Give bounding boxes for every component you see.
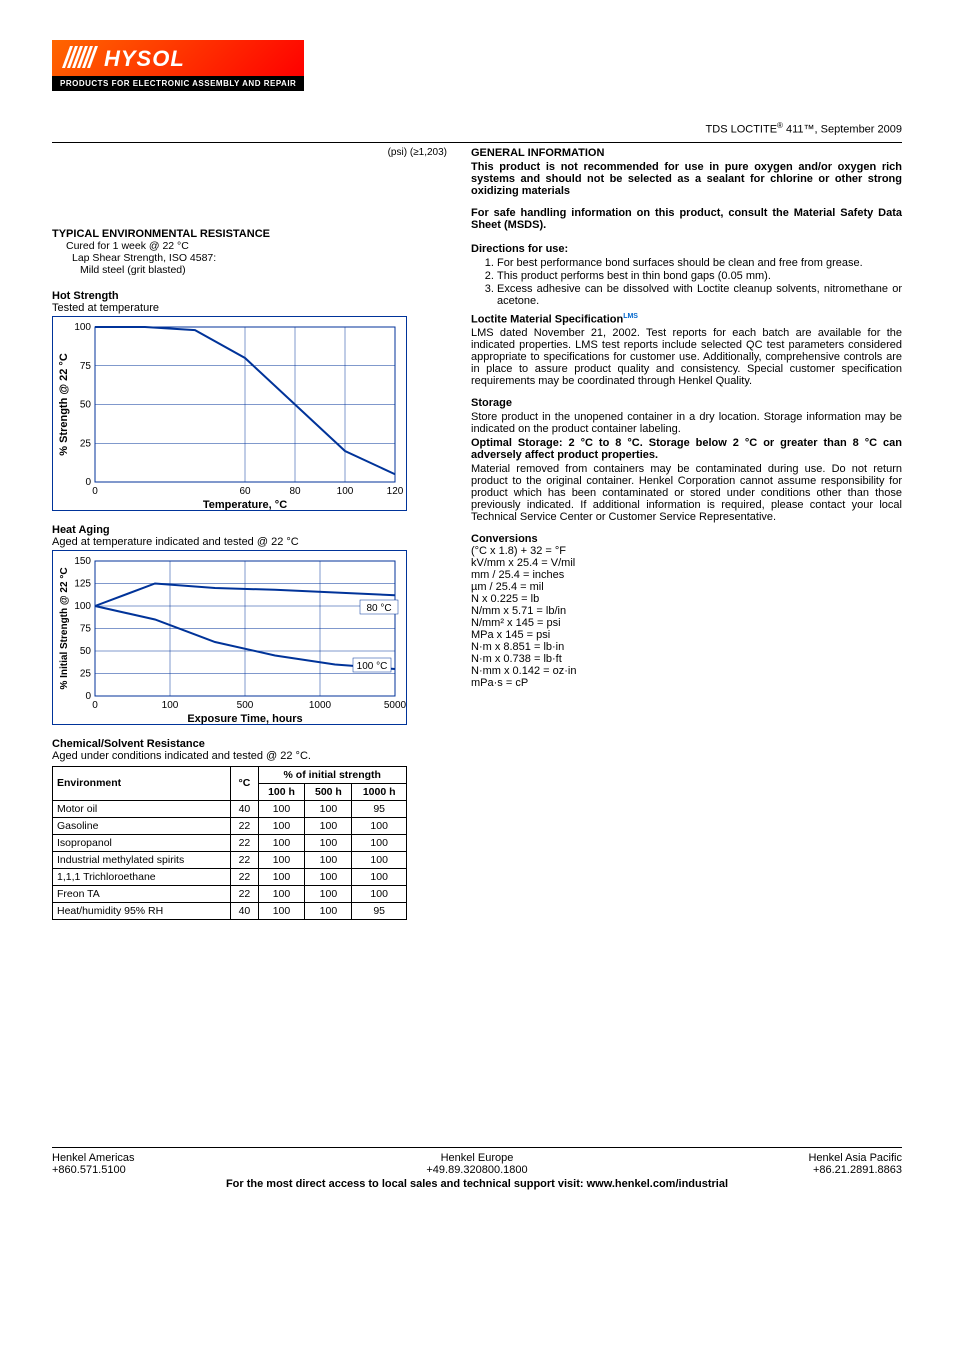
svg-text:50: 50 bbox=[80, 399, 92, 410]
svg-text:125: 125 bbox=[74, 578, 91, 589]
direction-item: This product performs best in thin bond … bbox=[497, 270, 902, 282]
svg-text:75: 75 bbox=[80, 623, 92, 634]
svg-text:0: 0 bbox=[92, 700, 98, 711]
conversion-line: µm / 25.4 = mil bbox=[471, 581, 902, 593]
chem-resistance-caption: Aged under conditions indicated and test… bbox=[52, 750, 447, 762]
conversions-list: (°C x 1.8) + 32 = °FkV/mm x 25.4 = V/mil… bbox=[471, 545, 902, 689]
hot-strength-heading: Hot Strength bbox=[52, 290, 447, 302]
psi-value: (psi) (≥1,203) bbox=[52, 147, 447, 158]
product-date: 411™, September 2009 bbox=[783, 124, 902, 136]
svg-text:100: 100 bbox=[162, 700, 179, 711]
footer-americas-label: Henkel Americas bbox=[52, 1152, 335, 1164]
svg-text:100 °C: 100 °C bbox=[357, 661, 388, 672]
env-resistance-heading: TYPICAL ENVIRONMENTAL RESISTANCE bbox=[52, 228, 447, 240]
conversion-line: MPa x 145 = psi bbox=[471, 629, 902, 641]
hot-strength-chart: 0 25 50 75 100 0 60 80 100 120 % Strength @ 22 °C T… bbox=[52, 316, 447, 514]
storage-heading: Storage bbox=[471, 397, 902, 409]
lms-superscript: LMS bbox=[623, 313, 638, 320]
conversion-line: N·m x 0.738 = lb·ft bbox=[471, 653, 902, 665]
conversion-line: N·mm x 0.142 = oz·in bbox=[471, 665, 902, 677]
tds-label: TDS LOCTITE bbox=[706, 124, 778, 136]
svg-text:% Strength @ 22 °C: % Strength @ 22 °C bbox=[58, 353, 70, 456]
svg-text:1000: 1000 bbox=[309, 700, 332, 711]
footer-americas-phone: +860.571.5100 bbox=[52, 1164, 335, 1176]
conversion-line: mm / 25.4 = inches bbox=[471, 569, 902, 581]
svg-text:25: 25 bbox=[80, 438, 92, 449]
footer-europe-label: Henkel Europe bbox=[335, 1152, 618, 1164]
svg-text:100: 100 bbox=[74, 601, 91, 612]
svg-text:% Initial Strength @ 22 °C: % Initial Strength @ 22 °C bbox=[59, 567, 70, 689]
direction-item: For best performance bond surfaces shoul… bbox=[497, 257, 902, 269]
conversion-line: N/mm² x 145 = psi bbox=[471, 617, 902, 629]
lms-heading: Loctite Material Specification bbox=[471, 313, 623, 325]
conversion-line: (°C x 1.8) + 32 = °F bbox=[471, 545, 902, 557]
conversion-line: mPa·s = cP bbox=[471, 677, 902, 689]
hot-strength-caption: Tested at temperature bbox=[52, 302, 447, 314]
heat-aging-heading: Heat Aging bbox=[52, 524, 447, 536]
logo-tagline: PRODUCTS FOR ELECTRONIC ASSEMBLY AND REP… bbox=[52, 76, 304, 91]
msds-note: For safe handling information on this pr… bbox=[471, 207, 902, 231]
cured-condition: Cured for 1 week @ 22 °C bbox=[66, 240, 447, 252]
storage-optimal: Optimal Storage: 2 °C to 8 °C. Storage b… bbox=[471, 437, 902, 461]
page-footer: Henkel Americas +860.571.5100 Henkel Eur… bbox=[52, 1147, 902, 1190]
directions-list: For best performance bond surfaces shoul… bbox=[497, 257, 902, 307]
substrate-label: Mild steel (grit blasted) bbox=[80, 264, 447, 276]
lms-paragraph: LMS dated November 21, 2002. Test report… bbox=[471, 327, 902, 387]
brand-logo: HYSOL PRODUCTS FOR ELECTRONIC ASSEMBLY A… bbox=[52, 40, 902, 91]
svg-text:80: 80 bbox=[289, 486, 301, 497]
svg-text:100: 100 bbox=[337, 486, 354, 497]
logo-stripes bbox=[66, 46, 96, 74]
svg-text:Temperature, °C: Temperature, °C bbox=[203, 499, 287, 511]
header-rule bbox=[52, 142, 902, 143]
svg-text:60: 60 bbox=[239, 486, 251, 497]
direction-item: Excess adhesive can be dissolved with Lo… bbox=[497, 283, 902, 307]
conversion-line: N·m x 8.851 = lb·in bbox=[471, 641, 902, 653]
svg-text:50: 50 bbox=[80, 646, 92, 657]
conversion-line: N/mm x 5.71 = lb/in bbox=[471, 605, 902, 617]
footer-url-line: For the most direct access to local sale… bbox=[52, 1178, 902, 1190]
storage-p1: Store product in the unopened container … bbox=[471, 411, 902, 435]
svg-text:500: 500 bbox=[237, 700, 254, 711]
directions-heading: Directions for use: bbox=[471, 243, 902, 255]
conversion-line: kV/mm x 25.4 = V/mil bbox=[471, 557, 902, 569]
logo-brand-text: HYSOL bbox=[104, 46, 185, 71]
chem-resistance-heading: Chemical/Solvent Resistance bbox=[52, 738, 447, 750]
svg-text:25: 25 bbox=[80, 668, 92, 679]
svg-text:0: 0 bbox=[85, 477, 91, 488]
footer-rule bbox=[52, 1147, 902, 1148]
footer-asia-label: Henkel Asia Pacific bbox=[619, 1152, 902, 1164]
lap-shear-label: Lap Shear Strength, ISO 4587: bbox=[72, 252, 447, 264]
conversion-line: N x 0.225 = lb bbox=[471, 593, 902, 605]
footer-europe-phone: +49.89.320800.1800 bbox=[335, 1164, 618, 1176]
svg-text:75: 75 bbox=[80, 360, 92, 371]
svg-text:0: 0 bbox=[85, 691, 91, 702]
document-header: TDS LOCTITE® 411™, September 2009 bbox=[52, 121, 902, 136]
svg-text:0: 0 bbox=[92, 486, 98, 497]
footer-asia-phone: +86.21.2891.8863 bbox=[619, 1164, 902, 1176]
heat-aging-caption: Aged at temperature indicated and tested… bbox=[52, 536, 447, 548]
conversions-heading: Conversions bbox=[471, 533, 902, 545]
svg-text:5000: 5000 bbox=[384, 700, 407, 711]
storage-p2: Material removed from containers may be … bbox=[471, 463, 902, 523]
svg-text:100: 100 bbox=[74, 322, 91, 333]
general-info-heading: GENERAL INFORMATION bbox=[471, 147, 902, 159]
chem-resistance-table: Environment°C% of initial strength100 h5… bbox=[52, 766, 407, 920]
svg-text:150: 150 bbox=[74, 556, 91, 567]
svg-text:120: 120 bbox=[387, 486, 404, 497]
general-info-warning: This product is not recommended for use … bbox=[471, 161, 902, 197]
heat-aging-chart: 0 25 50 75 100 125 150 0 100 500 1000 5000 80 °C 100 … bbox=[52, 550, 447, 728]
svg-text:80 °C: 80 °C bbox=[366, 603, 391, 614]
svg-text:Exposure Time, hours: Exposure Time, hours bbox=[187, 713, 302, 725]
